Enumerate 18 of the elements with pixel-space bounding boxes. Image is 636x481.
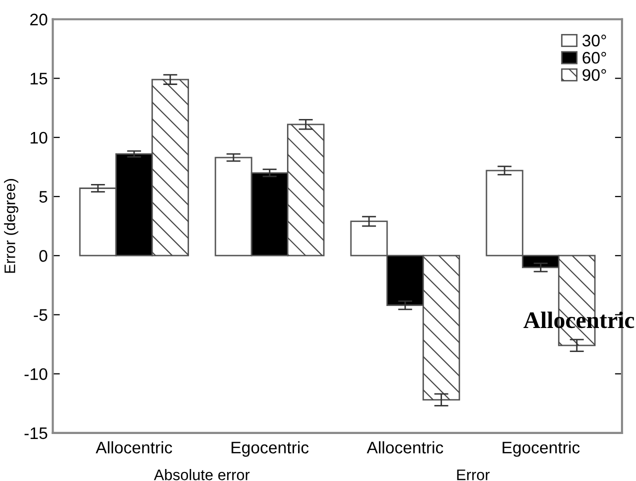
text: Error bbox=[457, 470, 490, 480]
y-tick-label: -5 bbox=[34, 309, 48, 321]
x-tick-label: Allocentric bbox=[96, 441, 172, 454]
y-tick-label: 0 bbox=[39, 250, 48, 262]
x-tick-label: Allocentric bbox=[366, 441, 444, 454]
y-tick-label: 15 bbox=[30, 72, 48, 85]
legend-label: 60° bbox=[582, 52, 606, 64]
y-axis-title: Error (degree) bbox=[4, 179, 18, 273]
legend-label: 30° bbox=[582, 34, 606, 46]
text: Absolute error bbox=[154, 469, 250, 480]
y-tick-label: 10 bbox=[30, 132, 48, 144]
legend-label: 90° bbox=[582, 69, 606, 81]
y-tick-label: -15 bbox=[24, 427, 48, 440]
x-tick-label: Egocentric bbox=[232, 441, 309, 457]
y-tick-label: -10 bbox=[24, 368, 48, 380]
y-tick-label: 5 bbox=[39, 191, 48, 203]
x-tick-label: Egocentric bbox=[502, 441, 580, 457]
y-tick-label: 20 bbox=[30, 14, 48, 26]
